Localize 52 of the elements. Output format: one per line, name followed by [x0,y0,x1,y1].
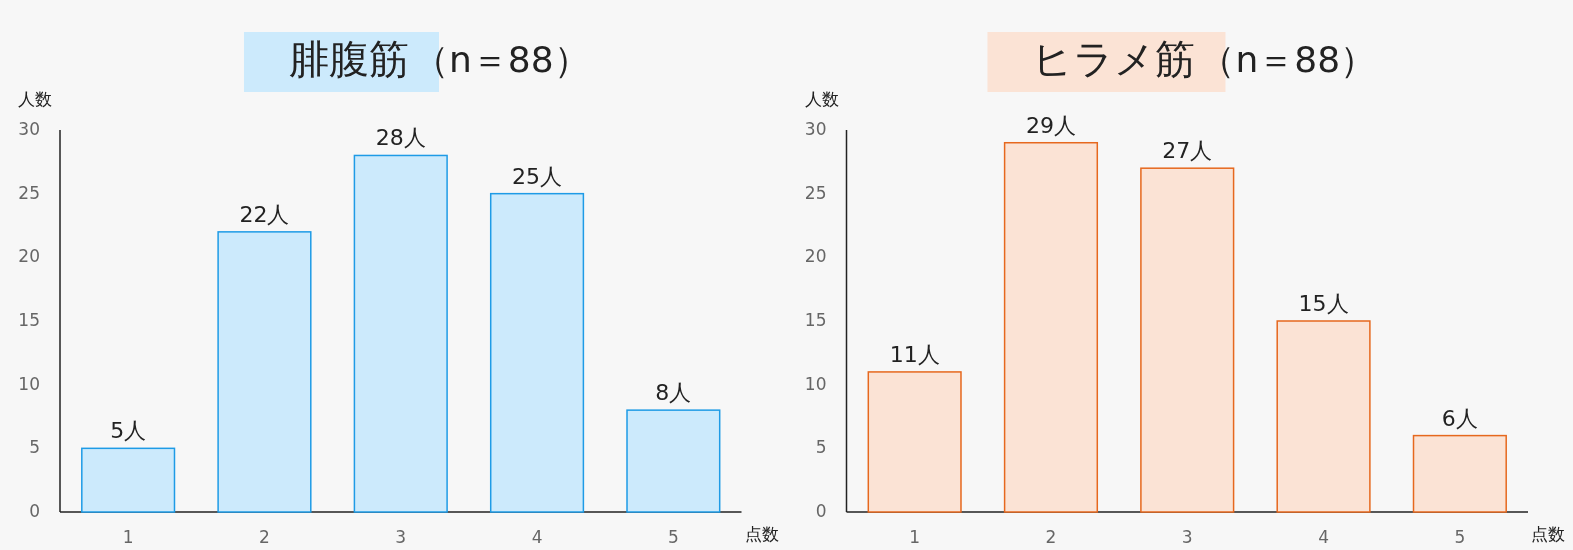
data-label: 15人 [1298,291,1349,316]
y-axis-title: 人数 [804,89,839,109]
y-tick-label: 0 [815,501,827,521]
x-tick-label: 5 [667,527,679,547]
data-label: 6人 [1441,405,1478,431]
x-tick-label: 3 [1181,527,1193,547]
x-tick-label: 5 [1454,527,1466,547]
y-tick-label: 5 [815,437,827,458]
bar [867,371,962,513]
chart-title: ヒラメ筋 [1032,36,1196,82]
x-tick-label: 2 [1045,527,1057,547]
bar [1276,320,1371,513]
y-tick-label: 10 [804,373,827,394]
y-tick-label: 0 [29,501,40,521]
bar [1412,434,1507,513]
bar [81,447,176,513]
data-label: 11人 [889,341,940,367]
y-tick-label: 30 [18,119,40,139]
y-tick-label: 5 [29,437,40,458]
bar [489,192,585,513]
bar [1140,167,1235,513]
y-tick-label: 15 [804,310,827,330]
x-axis-title: 点数 [1531,524,1565,544]
data-label: 8人 [655,380,692,406]
x-tick-label: 3 [395,527,407,547]
x-tick-label: 1 [909,527,921,547]
bar [217,231,312,513]
y-tick-label: 25 [804,182,827,203]
chart-title: 腓腹筋 [288,36,409,82]
chart-subtitle: （n＝88） [1199,39,1377,80]
x-axis-title: 点数 [744,524,779,544]
data-label: 28人 [375,125,426,151]
x-tick-label: 1 [122,527,134,547]
data-label: 25人 [512,163,563,189]
bar [353,154,448,513]
data-label: 22人 [239,201,290,227]
y-tick-label: 15 [18,310,40,330]
y-tick-label: 30 [804,119,827,139]
data-label: 29人 [1025,112,1076,138]
x-tick-label: 4 [531,527,543,547]
x-tick-label: 4 [1318,527,1329,547]
bar [626,409,721,513]
bar [1003,141,1099,513]
y-tick-label: 20 [18,246,40,267]
y-tick-label: 10 [18,373,40,394]
y-tick-label: 20 [804,246,827,267]
data-label: 5人 [110,418,147,444]
chart-subtitle: （n＝88） [412,39,590,80]
data-label: 27人 [1162,138,1213,164]
x-tick-label: 2 [259,527,270,547]
y-tick-label: 25 [18,182,40,203]
y-axis-title: 人数 [18,89,52,109]
